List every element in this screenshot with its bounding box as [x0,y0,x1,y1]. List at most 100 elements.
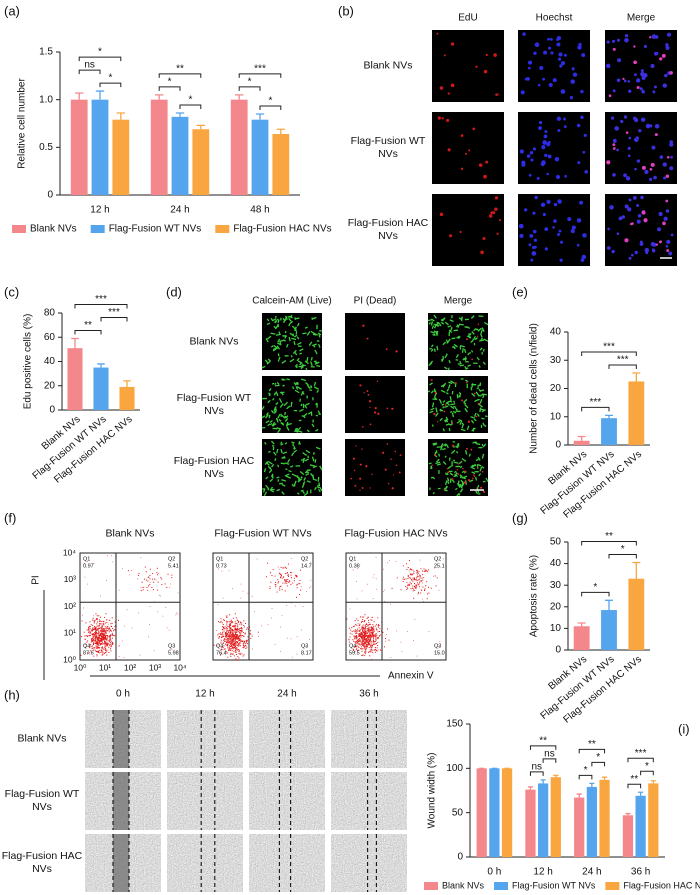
event [365,634,366,635]
cell [533,147,536,150]
event [111,626,112,627]
event [367,646,368,647]
event [145,567,146,568]
event [157,568,158,569]
event [229,625,230,626]
event [92,648,93,649]
event [418,576,419,577]
cell [642,211,646,215]
micrograph [432,194,504,266]
event [361,648,362,649]
event [364,632,365,633]
event [291,577,292,578]
event [413,588,414,589]
event [373,644,374,645]
y-axis-label: Wound width (%) [427,753,438,829]
bar [92,100,109,195]
event [375,634,376,635]
event [233,618,234,619]
event [171,577,172,578]
event [364,630,365,631]
cell [295,476,298,477]
event [365,653,366,654]
cell [476,416,478,418]
cell [359,384,361,386]
error-bar [176,113,184,117]
event [243,632,244,633]
event [378,650,379,651]
event [285,590,286,591]
cell [439,454,440,457]
event [97,626,98,627]
event [290,575,291,576]
cell [466,338,468,340]
panel-label: (b) [338,3,354,18]
event [114,635,115,636]
event [229,635,230,636]
cell [650,64,654,68]
cell [269,415,270,418]
event [223,624,224,625]
event [282,578,283,579]
event [243,643,244,644]
event [284,579,285,580]
column-header: 36 h [359,689,378,700]
micrograph [432,112,504,184]
event [362,619,363,620]
cell [544,227,548,231]
cell [362,325,364,327]
event [230,656,231,657]
event [97,630,98,631]
event [306,591,307,592]
event [418,593,419,594]
event [280,586,281,587]
event [373,577,374,578]
event [428,587,429,588]
event [238,657,239,658]
event [235,625,236,626]
event [429,593,430,594]
cell [475,66,477,68]
event [104,642,105,643]
significance-label: * [188,95,192,106]
cell [445,456,446,458]
event [82,620,83,621]
event [234,655,235,656]
event [426,570,427,571]
event [285,581,286,582]
event [415,585,416,586]
event [229,621,230,622]
event [221,621,222,622]
cell [651,242,655,246]
event [169,630,170,631]
event [246,647,247,648]
event [374,574,375,575]
event [361,632,362,633]
cell [521,90,525,94]
event [370,640,371,641]
event [227,630,228,631]
event [93,639,94,640]
event [370,619,371,620]
event [420,581,421,582]
micrograph [518,112,590,184]
event [231,645,232,646]
event [369,624,370,625]
quadrant-name: Q2 [434,556,441,562]
event [356,636,357,637]
cell [531,159,534,162]
event [143,589,144,590]
cell [611,116,614,119]
event [374,644,375,645]
cell [670,71,673,74]
event [286,605,287,606]
event [94,634,95,635]
column-header: Merge [444,296,473,307]
cell [444,489,445,490]
event [379,625,380,626]
event [370,624,371,625]
cell [433,413,435,415]
event [378,627,379,628]
event [252,596,253,597]
event [360,648,361,649]
